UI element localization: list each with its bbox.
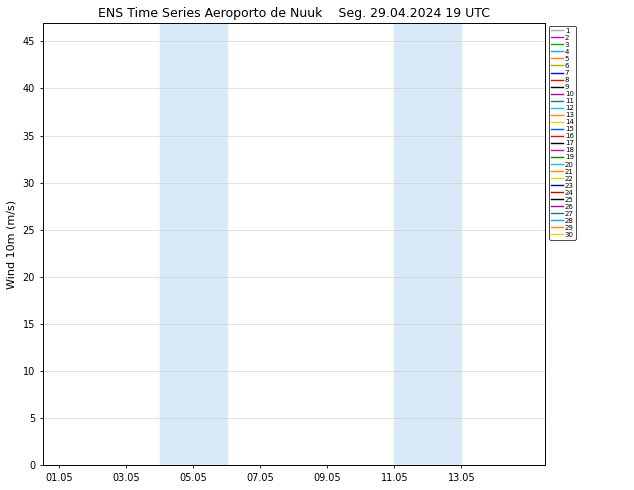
Title: ENS Time Series Aeroporto de Nuuk    Seg. 29.04.2024 19 UTC: ENS Time Series Aeroporto de Nuuk Seg. 2…	[98, 7, 490, 20]
Bar	[394, 23, 462, 466]
Y-axis label: Wind 10m (m/s): Wind 10m (m/s)	[7, 199, 17, 289]
Bar	[160, 23, 227, 466]
Legend: 1, 2, 3, 4, 5, 6, 7, 8, 9, 10, 11, 12, 13, 14, 15, 16, 17, 18, 19, 20, 21, 22, 2: 1, 2, 3, 4, 5, 6, 7, 8, 9, 10, 11, 12, 1…	[549, 26, 576, 240]
